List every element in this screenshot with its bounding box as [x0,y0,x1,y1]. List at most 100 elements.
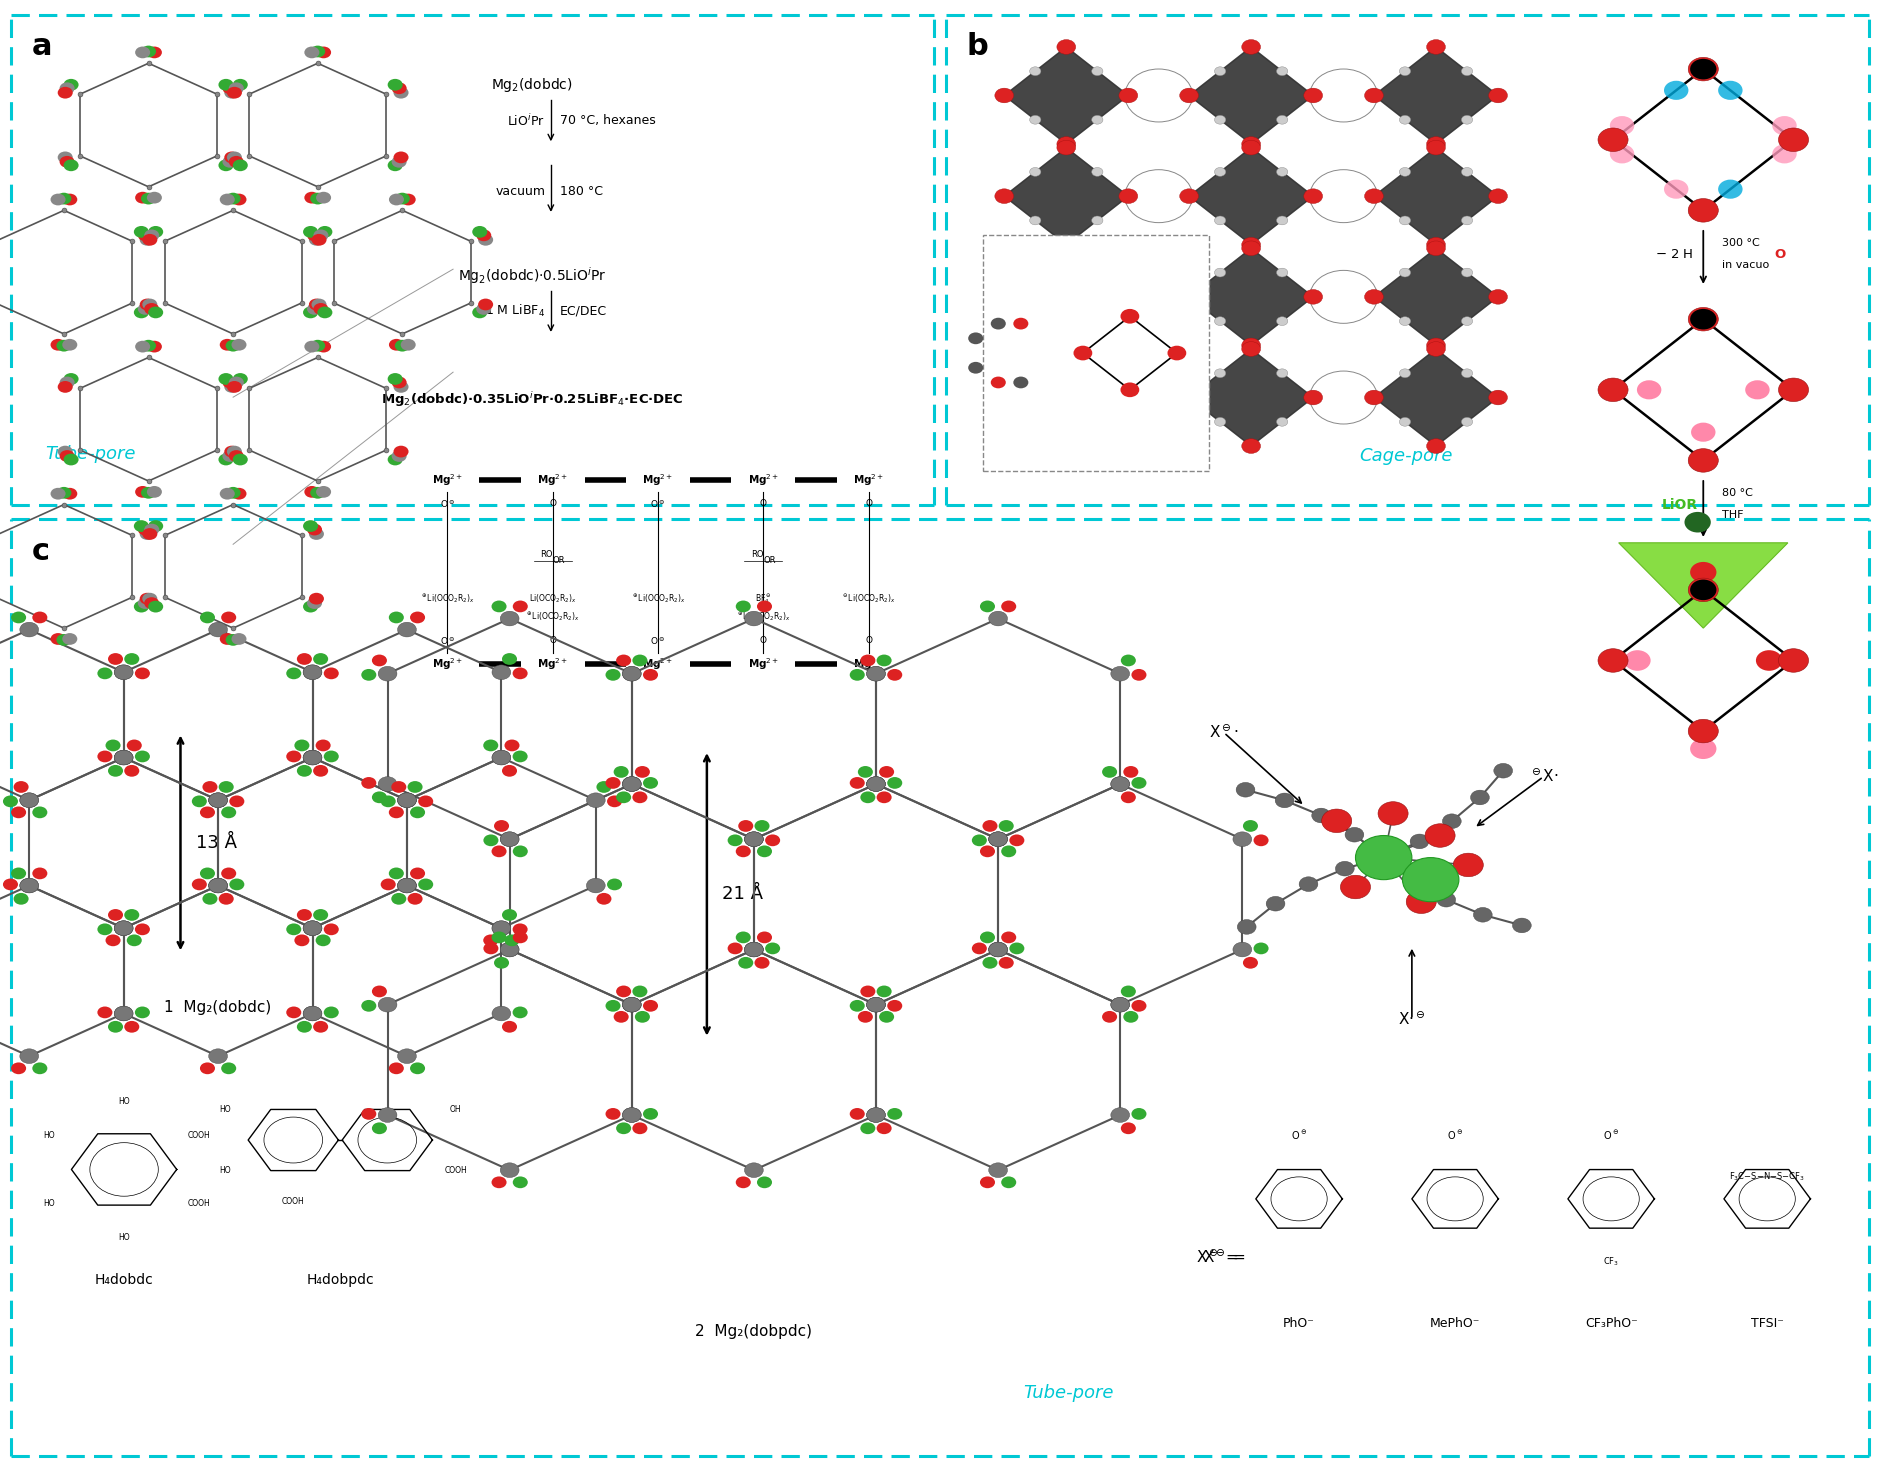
Circle shape [1119,88,1137,103]
Text: CF$_3$: CF$_3$ [1604,1256,1619,1268]
Circle shape [387,374,402,385]
Circle shape [306,229,321,241]
Circle shape [1102,1011,1117,1022]
Circle shape [1241,137,1260,152]
Circle shape [1335,862,1354,877]
Circle shape [1399,268,1410,277]
Circle shape [1344,827,1363,841]
Circle shape [21,878,39,893]
Circle shape [410,806,425,818]
Circle shape [295,934,310,946]
Circle shape [1119,188,1137,203]
Circle shape [303,665,321,680]
Circle shape [1092,216,1104,225]
Circle shape [502,653,517,665]
Circle shape [1461,115,1472,124]
Circle shape [203,781,218,793]
Circle shape [1427,40,1446,54]
Circle shape [632,1122,647,1134]
Circle shape [137,229,152,241]
Circle shape [1241,140,1260,154]
Text: O: O [760,500,767,509]
Text: Cage-pore: Cage-pore [1359,447,1453,465]
Circle shape [295,740,310,752]
Circle shape [143,299,158,310]
Circle shape [306,524,321,535]
Circle shape [989,943,1008,958]
Circle shape [199,1062,214,1074]
Circle shape [1277,115,1288,124]
Circle shape [632,986,647,997]
Circle shape [308,234,323,246]
Circle shape [513,750,528,762]
Circle shape [739,958,754,969]
Circle shape [493,750,511,765]
Circle shape [32,868,47,880]
Circle shape [995,390,1013,405]
Circle shape [395,340,410,352]
Circle shape [867,666,885,681]
Circle shape [983,819,998,831]
Circle shape [1073,346,1092,360]
Circle shape [1277,168,1288,177]
Circle shape [1002,600,1017,612]
Circle shape [361,669,376,681]
Circle shape [408,893,423,905]
Text: Tube-pore: Tube-pore [45,446,135,463]
Circle shape [513,1177,528,1189]
Polygon shape [1188,249,1312,346]
Polygon shape [1188,47,1312,144]
Circle shape [115,1006,133,1021]
Circle shape [316,191,331,203]
Circle shape [62,338,77,350]
Circle shape [314,229,329,241]
Circle shape [622,1108,641,1122]
Circle shape [209,1049,227,1064]
Text: X$^\ominus$ =: X$^\ominus$ = [1196,1249,1237,1267]
Polygon shape [1374,47,1498,144]
Circle shape [744,833,763,847]
Circle shape [1461,316,1472,325]
Circle shape [622,777,641,791]
Circle shape [1057,341,1075,356]
Circle shape [1690,738,1716,759]
Circle shape [635,766,650,778]
Circle shape [1030,66,1042,75]
Circle shape [1111,777,1130,791]
Circle shape [1427,237,1446,252]
Circle shape [224,381,239,393]
Circle shape [1002,846,1017,858]
Circle shape [605,777,620,788]
Text: Mg$^{2+}$: Mg$^{2+}$ [748,472,778,488]
Circle shape [11,612,26,624]
Circle shape [1378,802,1408,825]
Circle shape [147,191,162,203]
Circle shape [380,878,395,890]
Circle shape [318,306,333,318]
Circle shape [56,487,71,499]
Circle shape [1609,144,1634,163]
Text: 300 °C: 300 °C [1722,238,1760,247]
Circle shape [607,878,622,890]
Circle shape [1254,834,1269,846]
Circle shape [643,669,658,681]
Text: O$^\ominus$: O$^\ominus$ [440,635,455,647]
Circle shape [735,600,750,612]
Circle shape [218,159,233,171]
Circle shape [417,878,432,890]
Circle shape [227,381,243,393]
Circle shape [397,793,415,808]
Circle shape [1092,115,1104,124]
Circle shape [1461,418,1472,427]
Circle shape [1214,268,1226,277]
Text: $-$ 2 H: $-$ 2 H [1654,249,1694,260]
Circle shape [491,931,506,943]
Text: Mg$_2$(dobdc)·0.35LiO$^i$Pr·0.25LiBF$_4$·EC·DEC: Mg$_2$(dobdc)·0.35LiO$^i$Pr·0.25LiBF$_4$… [382,390,682,409]
Polygon shape [1374,147,1498,244]
Circle shape [596,893,611,905]
Circle shape [21,622,39,637]
Circle shape [513,931,528,943]
Circle shape [397,1049,415,1064]
Circle shape [1214,115,1226,124]
Circle shape [135,750,150,762]
